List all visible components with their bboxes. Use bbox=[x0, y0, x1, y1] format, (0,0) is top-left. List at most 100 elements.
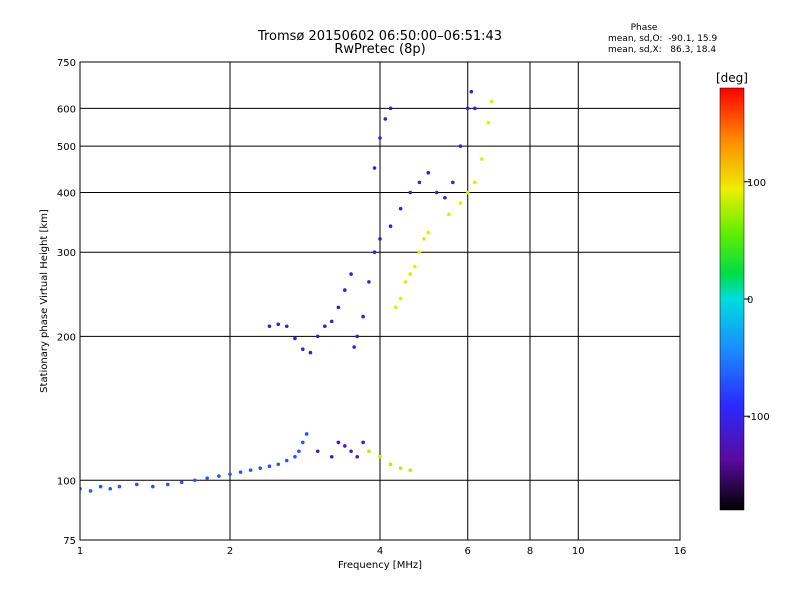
data-point bbox=[267, 464, 272, 469]
data-point bbox=[248, 468, 253, 472]
data-point bbox=[217, 474, 221, 478]
data-point bbox=[426, 170, 431, 175]
data-point bbox=[465, 106, 470, 111]
gridlines bbox=[80, 62, 680, 540]
data-point bbox=[489, 99, 494, 104]
data-point bbox=[426, 230, 431, 235]
data-point bbox=[117, 484, 122, 489]
data-point bbox=[276, 322, 281, 327]
data-point bbox=[443, 195, 447, 200]
data-point bbox=[193, 478, 197, 483]
data-point bbox=[355, 454, 359, 459]
data-point bbox=[134, 482, 139, 487]
y-tick-label: 200 bbox=[57, 332, 76, 343]
x-axis-label: Frequency [MHz] bbox=[338, 560, 422, 571]
data-point bbox=[304, 432, 309, 436]
data-point bbox=[258, 466, 263, 470]
colorbar-ticks: 100 0 -100 bbox=[744, 178, 770, 423]
data-point bbox=[205, 476, 209, 481]
data-point bbox=[367, 280, 371, 284]
data-point bbox=[417, 250, 422, 255]
data-point bbox=[398, 466, 403, 470]
data-point bbox=[151, 484, 155, 489]
data-point bbox=[179, 480, 184, 485]
data-point bbox=[378, 454, 382, 459]
y-axis-label: Stationary phase Virtual Height [km] bbox=[39, 209, 50, 393]
data-point bbox=[372, 250, 377, 255]
data-point bbox=[434, 190, 439, 195]
data-point bbox=[165, 482, 170, 487]
data-point bbox=[276, 462, 281, 467]
data-point bbox=[323, 324, 327, 329]
colorbar-tick-label: 100 bbox=[747, 178, 766, 189]
data-point bbox=[301, 347, 305, 352]
chart-title: Tromsø 20150602 06:50:00–06:51:43 bbox=[257, 29, 502, 44]
x-tick-label: 1 bbox=[77, 546, 83, 557]
data-point bbox=[284, 324, 289, 329]
y-tick-label: 75 bbox=[63, 536, 76, 547]
data-point bbox=[349, 449, 353, 454]
data-point bbox=[403, 280, 408, 284]
data-point bbox=[447, 212, 451, 217]
data-point bbox=[88, 489, 93, 493]
data-point bbox=[398, 296, 403, 301]
data-point bbox=[451, 180, 455, 185]
data-point bbox=[308, 350, 313, 355]
data-point bbox=[479, 157, 484, 161]
data-point bbox=[372, 166, 377, 170]
data-point bbox=[393, 305, 398, 310]
data-point bbox=[388, 224, 393, 229]
data-point bbox=[458, 144, 463, 148]
x-tick-label: 10 bbox=[572, 546, 585, 557]
x-tick-label: 8 bbox=[527, 546, 533, 557]
data-point bbox=[329, 319, 334, 324]
data-point bbox=[388, 462, 393, 467]
x-tick-label: 2 bbox=[227, 546, 233, 557]
data-point bbox=[413, 264, 417, 269]
data-point bbox=[473, 106, 477, 111]
y-tick-label: 500 bbox=[57, 142, 76, 153]
data-point bbox=[422, 237, 426, 241]
data-point bbox=[398, 206, 403, 211]
data-point bbox=[267, 324, 272, 329]
x-tick-label: 16 bbox=[674, 546, 687, 557]
data-point bbox=[361, 314, 365, 319]
phase-stats-o: mean, sd,O: -90.1, 15.9 bbox=[608, 34, 718, 44]
chart-subtitle: RwPretec (8p) bbox=[334, 42, 425, 57]
plot-frame bbox=[79, 61, 681, 541]
data-point bbox=[228, 472, 232, 476]
data-point bbox=[408, 272, 413, 276]
data-point bbox=[315, 334, 320, 339]
data-point bbox=[417, 180, 422, 185]
data-point bbox=[238, 470, 243, 474]
data-point bbox=[343, 288, 347, 292]
phase-stats-heading: Phase bbox=[631, 23, 658, 33]
y-axis-ticks: 75 100 200 300 400 500 600 750 bbox=[57, 58, 76, 547]
x-tick-label: 4 bbox=[377, 546, 383, 557]
data-point bbox=[108, 486, 113, 491]
data-point bbox=[408, 190, 413, 195]
data-point bbox=[336, 440, 341, 445]
data-point bbox=[352, 345, 356, 349]
data-points bbox=[80, 89, 494, 493]
colorbar-label: [deg] bbox=[716, 71, 748, 85]
colorbar bbox=[719, 87, 745, 511]
data-point bbox=[343, 444, 347, 448]
y-tick-label: 600 bbox=[57, 104, 76, 115]
y-tick-label: 100 bbox=[57, 476, 76, 487]
data-point bbox=[486, 120, 491, 125]
data-point bbox=[329, 454, 334, 459]
data-point bbox=[98, 484, 103, 489]
data-point bbox=[388, 106, 393, 111]
data-point bbox=[469, 89, 474, 94]
data-point bbox=[315, 449, 320, 454]
data-point bbox=[361, 440, 365, 445]
data-point bbox=[378, 136, 382, 140]
data-point bbox=[383, 117, 388, 121]
data-point bbox=[293, 336, 297, 341]
colorbar-tick-label: 0 bbox=[747, 295, 753, 306]
data-point bbox=[293, 454, 297, 459]
data-point bbox=[336, 305, 341, 310]
data-point bbox=[465, 190, 470, 195]
